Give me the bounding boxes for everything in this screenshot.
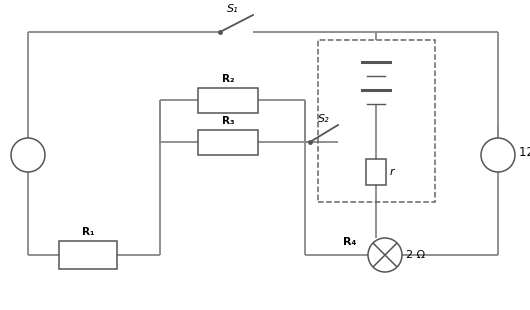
- Text: R₄: R₄: [343, 237, 356, 247]
- Text: A: A: [23, 148, 32, 162]
- Text: 6 Ω: 6 Ω: [219, 95, 237, 105]
- Bar: [59, 241, 117, 269]
- Text: S₁: S₁: [227, 4, 238, 14]
- Bar: [366, 159, 386, 185]
- Text: R₂: R₂: [222, 73, 234, 83]
- Text: 2 Ω: 2 Ω: [406, 250, 425, 260]
- Bar: [198, 130, 258, 154]
- Text: S₂: S₂: [318, 114, 330, 124]
- Circle shape: [11, 138, 45, 172]
- Bar: [198, 87, 258, 113]
- Text: R₃: R₃: [222, 116, 235, 126]
- Text: 6 Ω: 6 Ω: [79, 250, 97, 260]
- Bar: [318, 40, 435, 202]
- Text: r: r: [390, 167, 395, 177]
- Text: V: V: [493, 148, 502, 162]
- Circle shape: [481, 138, 515, 172]
- Text: 3 Ω: 3 Ω: [219, 137, 237, 147]
- Text: R₁: R₁: [82, 227, 94, 237]
- Circle shape: [368, 238, 402, 272]
- Text: 12 V: 12 V: [519, 147, 530, 160]
